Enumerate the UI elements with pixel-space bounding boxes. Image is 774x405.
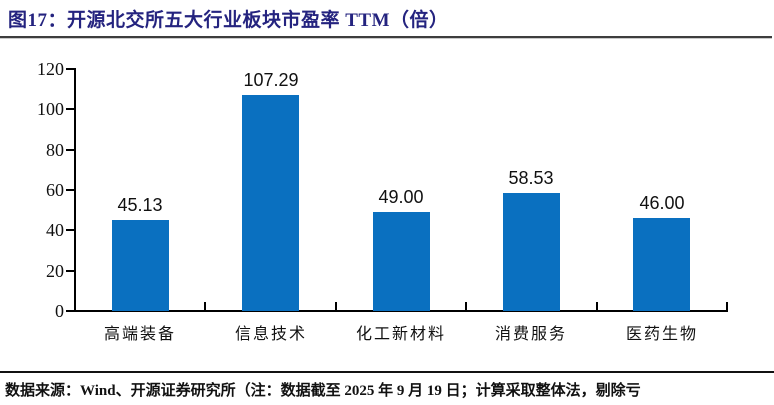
y-axis-tick: [66, 108, 75, 111]
bar: [112, 220, 169, 311]
category-label: 化工新材料: [355, 326, 446, 343]
source-note: 数据来源：Wind、开源证券研究所（注：数据截至 2025 年 9 月 19 日…: [5, 383, 641, 399]
bar-value-label: 49.00: [378, 187, 424, 207]
figure-title: 图17：开源北交所五大行业板块市盈率 TTM（倍）: [8, 10, 449, 31]
bar: [373, 212, 430, 311]
y-axis-tick: [66, 148, 75, 151]
x-axis-tick: [726, 302, 728, 310]
y-axis-tick: [66, 229, 75, 232]
x-axis-tick: [595, 302, 598, 310]
y-axis-tick-label: 60: [46, 180, 64, 200]
y-axis-tick: [66, 269, 75, 272]
x-axis-tick: [334, 302, 337, 310]
category-label: 医药生物: [625, 326, 698, 343]
y-axis-tick-label: 40: [46, 220, 64, 241]
y-axis-tick-label: 20: [46, 260, 64, 281]
y-axis-tick: [66, 68, 75, 70]
footer-divider: [0, 371, 774, 373]
y-axis-tick-label: 120: [37, 59, 64, 79]
y-axis-tick-label: 80: [46, 139, 64, 160]
category-label: 高端装备: [103, 326, 176, 343]
bar-value-label: 58.53: [508, 168, 554, 188]
y-axis-tick: [66, 310, 75, 312]
y-axis-tick: [66, 189, 75, 191]
bar: [633, 218, 690, 311]
title-divider: [0, 36, 772, 38]
y-axis-tick-label: 0: [55, 301, 64, 321]
bar-value-label: 107.29: [243, 70, 299, 90]
bar-value-label: 46.00: [639, 193, 685, 213]
bar-value-label: 45.13: [117, 195, 163, 215]
bar: [242, 95, 299, 311]
x-axis-tick: [465, 302, 468, 310]
x-axis-tick: [204, 302, 207, 310]
category-label: 消费服务: [494, 326, 567, 343]
bar: [503, 193, 560, 311]
y-axis-line: [74, 68, 76, 312]
y-axis-tick-label: 100: [37, 99, 64, 120]
category-label: 信息技术: [234, 326, 307, 343]
x-axis-line: [74, 310, 728, 312]
title-divider-shadow: [0, 38, 772, 39]
